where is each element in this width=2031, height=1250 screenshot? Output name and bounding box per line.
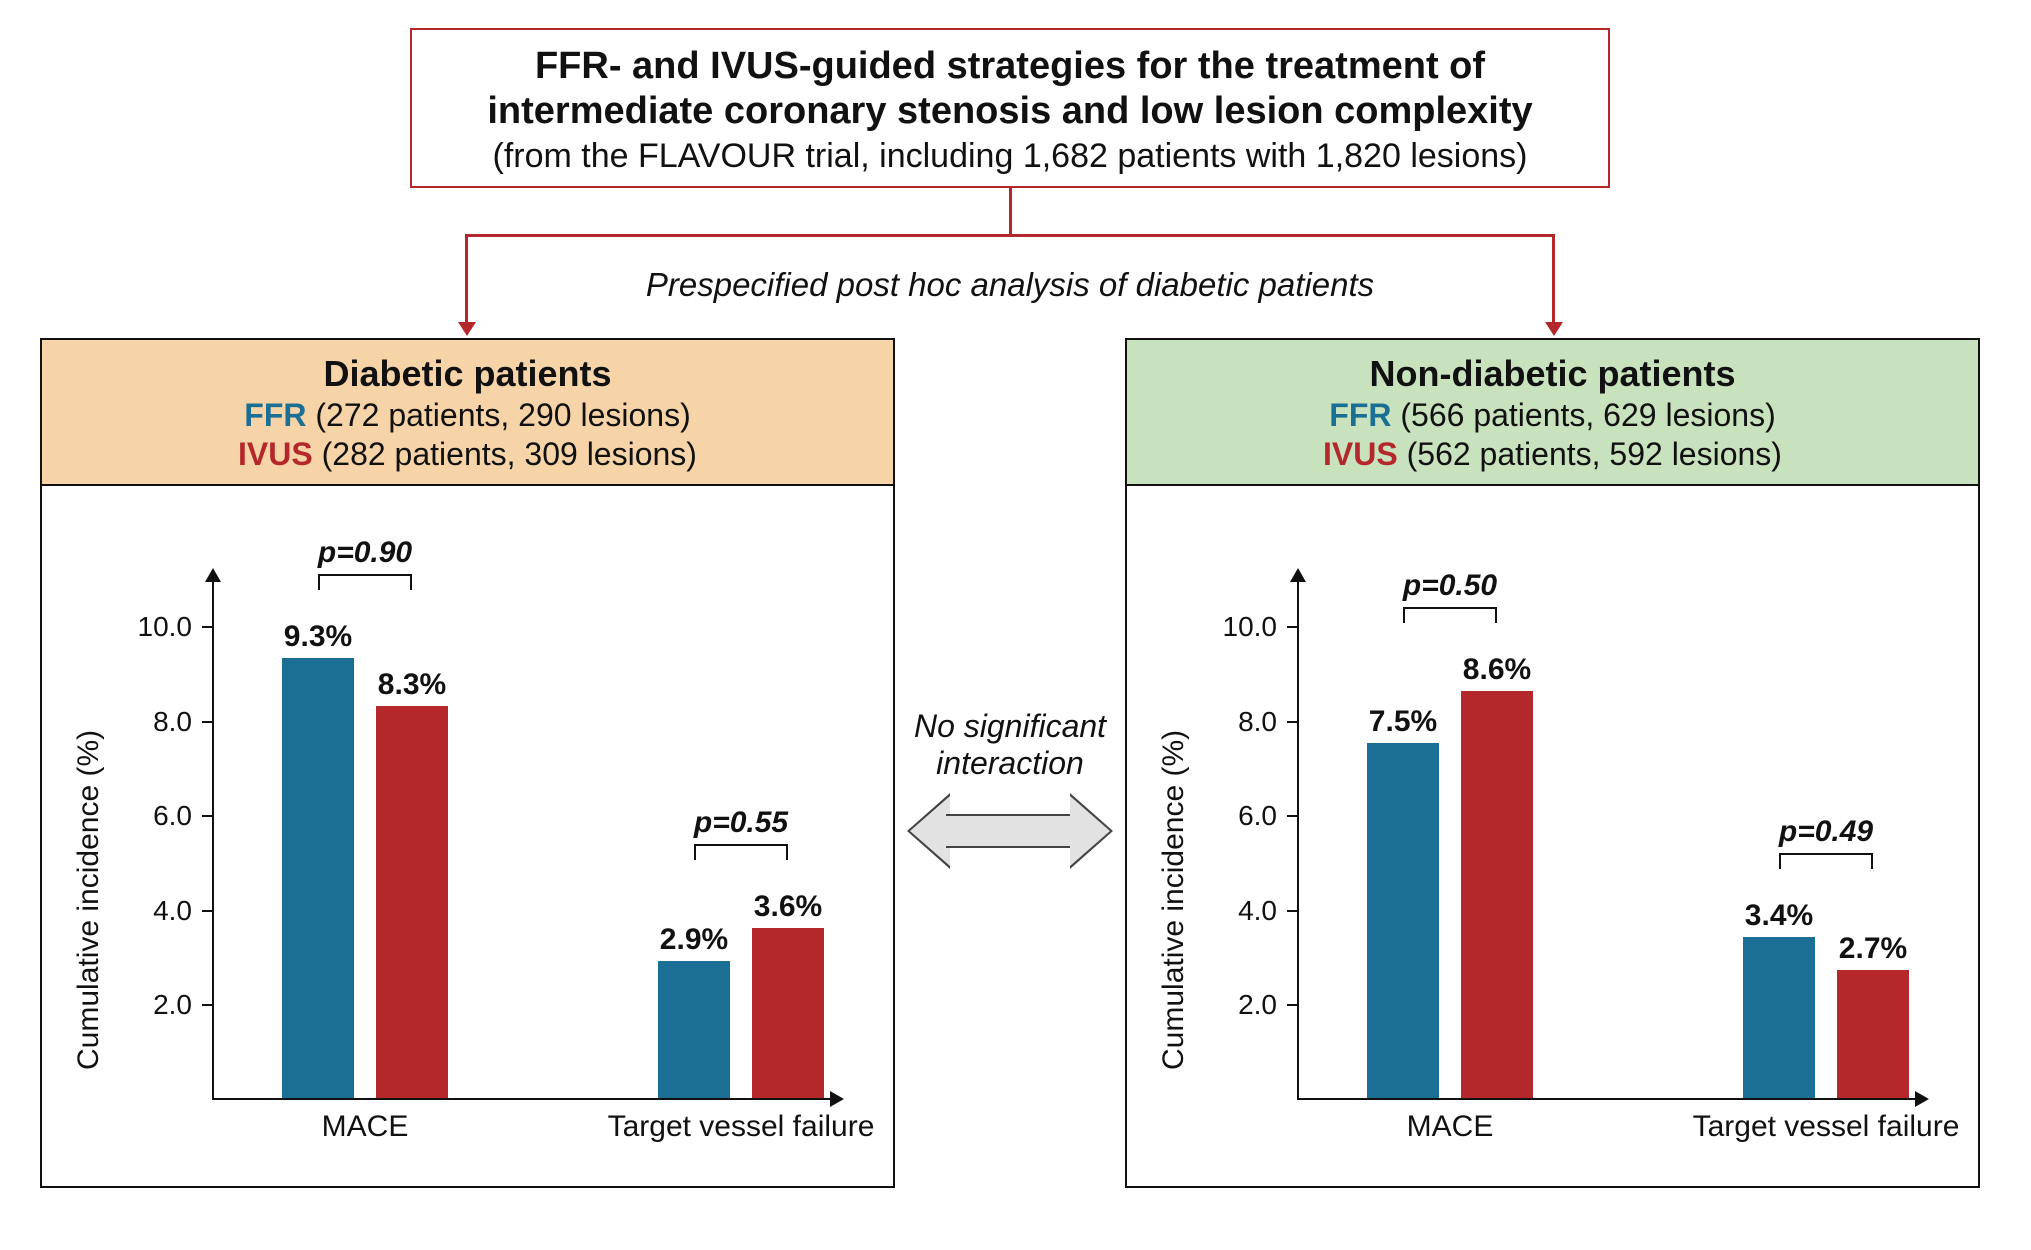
panel-nondiabetic-header: Non-diabetic patients FFR (566 patients,… [1127, 340, 1978, 486]
chart-diabetic-wrap: Cumulative incidence (%) 2.04.06.08.010.… [42, 510, 893, 1186]
bar-ivus-mace [376, 706, 448, 1098]
y-tick-label: 10.0 [1187, 611, 1277, 643]
connector-stem [1009, 186, 1012, 236]
cohort-ffr-name: FFR [1329, 397, 1391, 433]
y-tick-label: 2.0 [1187, 989, 1277, 1021]
figure-root: FFR- and IVUS-guided strategies for the … [40, 28, 1991, 1222]
p-bracket [694, 844, 788, 860]
bar-ivus-tvf [1837, 970, 1909, 1098]
y-tick [202, 721, 212, 723]
chart-nondiabetic-wrap: Cumulative incidence (%) 2.04.06.08.010.… [1127, 510, 1978, 1186]
y-tick-label: 2.0 [102, 989, 192, 1021]
connector-right [1552, 234, 1555, 324]
y-tick [1287, 1004, 1297, 1006]
cohort-ffr-diabetic: FFR (272 patients, 290 lesions) [52, 396, 883, 435]
p-bracket [318, 574, 412, 590]
cohort-ivus-diabetic: IVUS (282 patients, 309 lesions) [52, 435, 883, 474]
value-label-ffr: 2.9% [649, 923, 739, 957]
y-tick [1287, 815, 1297, 817]
y-tick-label: 4.0 [1187, 895, 1277, 927]
cohort-ffr-detail: (566 patients, 629 lesions) [1400, 397, 1775, 433]
value-label-ivus: 3.6% [743, 890, 833, 924]
panel-nondiabetic: Non-diabetic patients FFR (566 patients,… [1125, 338, 1980, 1188]
connector-left [465, 234, 468, 324]
value-label-ivus: 2.7% [1828, 932, 1918, 966]
chart-nondiabetic: 2.04.06.08.010.07.5%8.6%p=0.50MACE3.4%2.… [1297, 580, 1917, 1100]
y-tick [1287, 626, 1297, 628]
cohort-ivus-detail: (562 patients, 592 lesions) [1407, 436, 1782, 472]
connector-horizontal [465, 234, 1555, 237]
cohort-ffr-name: FFR [244, 397, 306, 433]
p-value: p=0.90 [280, 536, 450, 570]
bidirectional-arrow-icon [910, 796, 1110, 866]
arrowhead-right [1545, 322, 1563, 336]
p-value: p=0.55 [656, 806, 826, 840]
p-value: p=0.50 [1365, 569, 1535, 603]
y-tick [202, 1004, 212, 1006]
cohort-ivus-name: IVUS [1323, 436, 1398, 472]
x-category-label: MACE [1380, 1110, 1520, 1144]
cohort-ffr-nondiabetic: FFR (566 patients, 629 lesions) [1137, 396, 1968, 435]
p-bracket [1403, 607, 1497, 623]
cohort-ivus-detail: (282 patients, 309 lesions) [322, 436, 697, 472]
y-tick-label: 6.0 [1187, 800, 1277, 832]
bar-ivus-tvf [752, 928, 824, 1098]
interaction-line1: No significant [914, 708, 1106, 744]
y-axis [212, 580, 214, 1100]
y-tick-label: 4.0 [102, 895, 192, 927]
y-axis [1297, 580, 1299, 1100]
panel-diabetic: Diabetic patients FFR (272 patients, 290… [40, 338, 895, 1188]
x-axis-arrow-icon [830, 1091, 844, 1107]
x-axis [212, 1098, 832, 1100]
value-label-ffr: 9.3% [273, 620, 363, 654]
chart-diabetic: 2.04.06.08.010.09.3%8.3%p=0.90MACE2.9%3.… [212, 580, 832, 1100]
value-label-ivus: 8.6% [1452, 653, 1542, 687]
y-axis-title: Cumulative incidence (%) [72, 730, 106, 1070]
panel-diabetic-title: Diabetic patients [52, 352, 883, 396]
title-line-3: (from the FLAVOUR trial, including 1,682… [432, 136, 1588, 176]
x-category-label: Target vessel failure [1676, 1110, 1976, 1144]
panel-nondiabetic-title: Non-diabetic patients [1137, 352, 1968, 396]
y-tick [1287, 910, 1297, 912]
value-label-ivus: 8.3% [367, 668, 457, 702]
p-bracket [1779, 853, 1873, 869]
x-category-label: Target vessel failure [591, 1110, 891, 1144]
bar-ffr-mace [282, 658, 354, 1098]
y-tick-label: 8.0 [102, 706, 192, 738]
y-axis-arrow-icon [1290, 568, 1306, 582]
panel-diabetic-header: Diabetic patients FFR (272 patients, 290… [42, 340, 893, 486]
title-line-2: intermediate coronary stenosis and low l… [432, 89, 1588, 134]
x-axis-arrow-icon [1915, 1091, 1929, 1107]
title-box: FFR- and IVUS-guided strategies for the … [410, 28, 1610, 188]
y-axis-arrow-icon [205, 568, 221, 582]
interaction-line2: interaction [936, 745, 1084, 781]
bar-ivus-mace [1461, 691, 1533, 1098]
y-tick [202, 815, 212, 817]
title-line-1: FFR- and IVUS-guided strategies for the … [432, 44, 1588, 89]
y-tick [202, 626, 212, 628]
y-tick [202, 910, 212, 912]
value-label-ffr: 7.5% [1358, 705, 1448, 739]
cohort-ffr-detail: (272 patients, 290 lesions) [315, 397, 690, 433]
value-label-ffr: 3.4% [1734, 899, 1824, 933]
interaction-annotation: No significant interaction [910, 708, 1110, 866]
bar-ffr-mace [1367, 743, 1439, 1098]
y-tick-label: 6.0 [102, 800, 192, 832]
interaction-text: No significant interaction [910, 708, 1110, 782]
y-tick-label: 8.0 [1187, 706, 1277, 738]
y-axis-title: Cumulative incidence (%) [1157, 730, 1191, 1070]
cohort-ivus-nondiabetic: IVUS (562 patients, 592 lesions) [1137, 435, 1968, 474]
cohort-ivus-name: IVUS [238, 436, 313, 472]
flow-label: Prespecified post hoc analysis of diabet… [580, 266, 1440, 304]
arrowhead-left [458, 322, 476, 336]
bar-ffr-tvf [658, 961, 730, 1098]
bar-ffr-tvf [1743, 937, 1815, 1098]
x-category-label: MACE [295, 1110, 435, 1144]
y-tick [1287, 721, 1297, 723]
x-axis [1297, 1098, 1917, 1100]
y-tick-label: 10.0 [102, 611, 192, 643]
p-value: p=0.49 [1741, 815, 1911, 849]
